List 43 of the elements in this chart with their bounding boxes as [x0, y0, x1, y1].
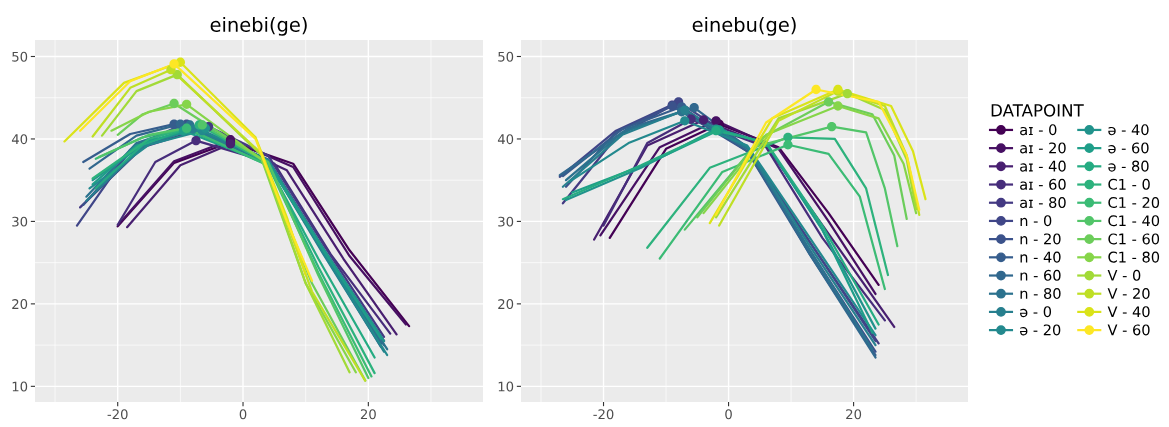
- legend-label: n - 0: [1020, 215, 1052, 227]
- y-tick-label: 40: [497, 134, 514, 145]
- x-tick-label: -20: [593, 409, 614, 420]
- y-tick-label: 10: [12, 381, 28, 392]
- legend-label: C1 - 60: [1108, 233, 1160, 245]
- x-tick-label: 20: [846, 409, 862, 420]
- legend-label: n - 60: [1020, 269, 1061, 281]
- legend-label: aɪ - 60: [1020, 178, 1066, 190]
- legend-label: V - 20: [1107, 288, 1150, 300]
- legend-label: aɪ - 80: [1020, 197, 1066, 209]
- legend-label: ə - 20: [1020, 324, 1061, 336]
- legend-label: V - 60: [1107, 324, 1150, 336]
- legend-label: C1 - 0: [1108, 178, 1150, 190]
- chart-title: einebi(ge): [210, 16, 307, 36]
- legend-label: aɪ - 20: [1020, 142, 1066, 154]
- legend-label: ə - 80: [1108, 160, 1149, 172]
- legend-label: n - 20: [1020, 233, 1061, 245]
- x-tick-label: 0: [239, 409, 247, 420]
- y-tick-label: 30: [498, 216, 514, 227]
- y-tick-label: 50: [498, 51, 514, 62]
- y-tick-label: 20: [498, 299, 514, 310]
- y-tick-label: 50: [12, 51, 28, 62]
- legend-title: DATAPOINT: [991, 104, 1084, 117]
- x-tick-label: 0: [725, 409, 732, 420]
- legend-label: n - 40: [1020, 251, 1061, 263]
- legend-label: aɪ - 0: [1020, 124, 1057, 136]
- y-tick-label: 10: [498, 381, 514, 392]
- legend-label: C1 - 40: [1108, 215, 1160, 227]
- legend-label: ə - 40: [1108, 124, 1149, 136]
- legend-label: ə - 0: [1020, 306, 1052, 318]
- y-tick-label: 30: [12, 216, 28, 227]
- legend-label: V - 0: [1107, 269, 1141, 281]
- legend-label: ə - 60: [1108, 142, 1149, 154]
- x-tick-label: 20: [360, 409, 376, 420]
- x-tick-label: -20: [107, 409, 128, 420]
- chart-title: einebu(ge): [692, 16, 796, 36]
- legend-label: V - 40: [1107, 306, 1150, 318]
- y-tick-label: 20: [12, 299, 28, 310]
- y-tick-label: 40: [11, 134, 28, 145]
- legend-label: C1 - 20: [1108, 197, 1160, 209]
- legend-label: C1 - 80: [1108, 251, 1160, 263]
- legend-label: n - 80: [1020, 288, 1061, 300]
- legend-label: aɪ - 40: [1020, 160, 1066, 172]
